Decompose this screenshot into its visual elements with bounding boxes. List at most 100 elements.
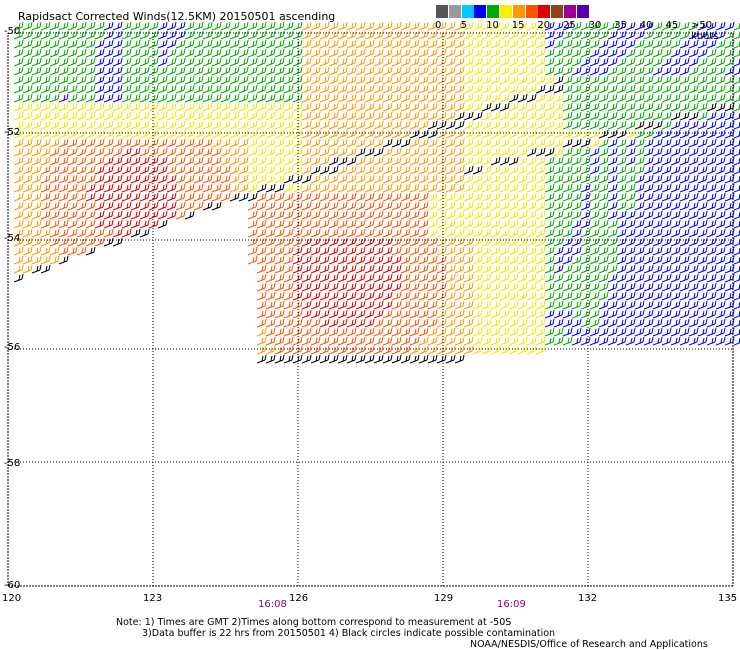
wind-barb — [139, 156, 150, 166]
wind-barb — [31, 84, 42, 94]
wind-barb — [49, 102, 60, 112]
wind-barb — [589, 327, 600, 337]
wind-barb — [301, 120, 312, 130]
wind-barb — [22, 102, 33, 112]
wind-barb — [508, 336, 519, 346]
wind-barb — [319, 111, 330, 121]
wind-barb — [616, 30, 627, 40]
wind-barb — [445, 66, 456, 76]
wind-barb — [103, 120, 114, 130]
wind-barb — [301, 39, 312, 49]
wind-barb — [211, 165, 222, 175]
time-label-1609: 16:09 — [497, 599, 526, 610]
wind-barb — [706, 192, 717, 202]
wind-barb — [598, 201, 609, 211]
wind-barb — [643, 309, 654, 319]
wind-barb — [166, 57, 177, 67]
wind-barb — [49, 165, 60, 175]
wind-barb — [598, 48, 609, 58]
wind-barb — [625, 129, 636, 139]
wind-barb — [445, 165, 456, 175]
wind-barb — [526, 129, 537, 139]
wind-barb — [292, 201, 303, 211]
wind-barb — [103, 39, 114, 49]
wind-barb — [67, 120, 78, 130]
wind-barb — [355, 246, 366, 256]
wind-barb — [571, 309, 582, 319]
wind-barb — [544, 138, 555, 148]
wind-barb — [193, 165, 204, 175]
wind-barb — [517, 102, 528, 112]
wind-barb — [670, 129, 681, 139]
wind-barb — [454, 39, 465, 49]
wind-barb — [292, 327, 303, 337]
wind-barb — [517, 264, 528, 274]
wind-barb — [13, 174, 24, 184]
wind-barb — [220, 30, 231, 40]
wind-barb — [391, 93, 402, 103]
wind-barb — [382, 120, 393, 130]
wind-barb — [112, 120, 123, 130]
wind-barb — [58, 129, 69, 139]
wind-barb — [580, 75, 591, 85]
wind-barb — [490, 66, 501, 76]
wind-barb — [256, 183, 267, 193]
wind-barb — [661, 66, 672, 76]
wind-barb — [733, 193, 740, 202]
wind-barb — [40, 156, 51, 166]
wind-barb — [382, 138, 393, 148]
wind-barb — [238, 30, 249, 40]
wind-barb — [454, 291, 465, 301]
wind-barb — [274, 84, 285, 94]
wind-barb — [562, 327, 573, 337]
wind-barb — [319, 282, 330, 292]
wind-barb — [202, 93, 213, 103]
wind-barb — [22, 84, 33, 94]
wind-barb — [157, 147, 168, 157]
wind-barb — [679, 291, 690, 301]
wind-barb — [634, 48, 645, 58]
wind-barb — [31, 111, 42, 121]
wind-barb — [562, 246, 573, 256]
wind-barb — [67, 30, 78, 40]
wind-barb — [661, 138, 672, 148]
wind-barb — [427, 210, 438, 220]
wind-barb — [274, 210, 285, 220]
wind-barb — [382, 192, 393, 202]
legend-label: 40 — [639, 20, 653, 31]
wind-barb — [643, 39, 654, 49]
wind-barb — [634, 102, 645, 112]
wind-barb — [13, 102, 24, 112]
wind-barb — [256, 192, 267, 202]
wind-barb — [364, 66, 375, 76]
wind-barb — [256, 219, 267, 229]
wind-barb — [427, 309, 438, 319]
wind-barb — [319, 138, 330, 148]
wind-barb — [670, 66, 681, 76]
wind-barb — [148, 111, 159, 121]
wind-barb — [508, 228, 519, 238]
wind-barb — [238, 183, 249, 193]
wind-barb — [94, 93, 105, 103]
wind-barb — [652, 129, 663, 139]
wind-barb — [247, 120, 258, 130]
wind-barb — [661, 21, 672, 31]
wind-barb — [337, 210, 348, 220]
wind-barb — [67, 237, 78, 247]
wind-barb — [598, 120, 609, 130]
wind-barb — [175, 75, 186, 85]
wind-barb — [679, 300, 690, 310]
wind-barb — [58, 201, 69, 211]
wind-barb — [337, 129, 348, 139]
wind-barb — [616, 138, 627, 148]
wind-barb — [715, 336, 726, 346]
wind-barb — [382, 318, 393, 328]
wind-barb — [49, 129, 60, 139]
wind-barb — [652, 39, 663, 49]
wind-barb — [310, 102, 321, 112]
wind-barb — [121, 129, 132, 139]
wind-barb — [121, 120, 132, 130]
wind-barb — [697, 219, 708, 229]
wind-barb — [238, 66, 249, 76]
wind-barb — [580, 93, 591, 103]
